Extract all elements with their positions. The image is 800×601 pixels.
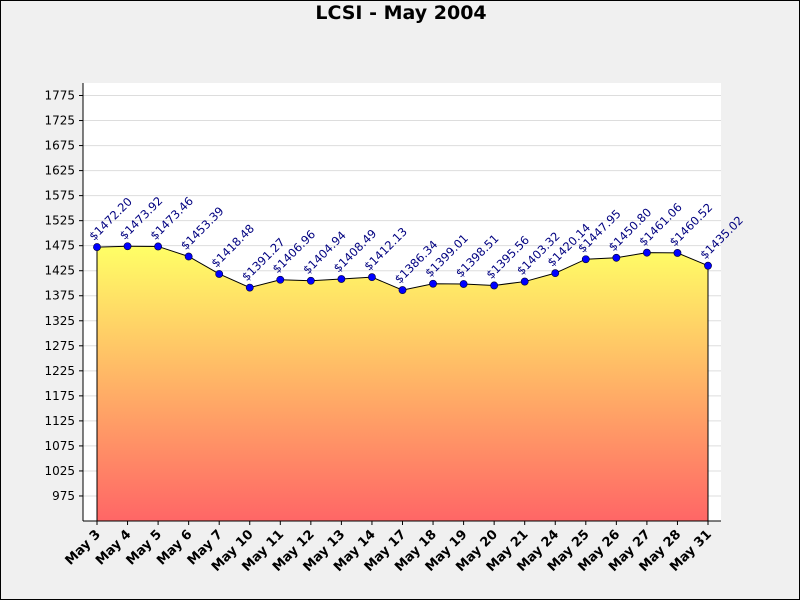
data-point [123,242,132,251]
data-point [154,242,162,251]
data-point [184,252,193,261]
y-tick-label: 1075 [44,439,75,453]
y-tick-label: 1025 [44,464,75,478]
data-point [429,279,437,288]
data-point [612,253,621,262]
y-tick-label: 975 [52,489,75,503]
data-markers [93,242,712,294]
y-tick-label: 1125 [44,414,75,428]
y-tick-label: 1725 [44,114,75,128]
y-tick-label: 1625 [44,164,75,178]
y-tick-label: 1275 [44,339,75,353]
y-tick-label: 1375 [44,289,75,303]
data-point [276,275,285,284]
data-point [398,286,407,294]
y-tick-label: 1425 [44,264,75,278]
data-point [93,243,101,251]
y-tick-labels: 975 1025 1075 1125 1175 1225 1275 1325 1375 1425 1… [44,89,75,503]
y-tick-label: 1575 [44,189,75,203]
y-tick-label: 1525 [44,214,75,228]
y-tick-label: 1175 [44,389,75,403]
area-fill [97,246,708,522]
axes [79,83,721,525]
data-point [245,283,254,292]
data-point [337,275,346,283]
data-point [520,277,529,286]
y-tick-label: 1225 [44,364,75,378]
data-point [551,269,560,278]
data-point [704,261,712,270]
data-point [643,248,651,257]
data-point [673,249,682,257]
y-tick-label: 1675 [44,139,75,153]
data-point [459,280,468,288]
y-tick-label: 1325 [44,314,75,328]
y-tick-label: 1775 [44,89,75,103]
data-point [215,270,224,278]
area-series [96,245,709,522]
data-point [368,273,376,282]
data-point [306,276,315,285]
data-point [581,255,590,264]
data-point [490,281,499,290]
chart-title: LCSI - May 2004 [315,2,487,24]
y-tick-label: 1475 [44,239,75,253]
